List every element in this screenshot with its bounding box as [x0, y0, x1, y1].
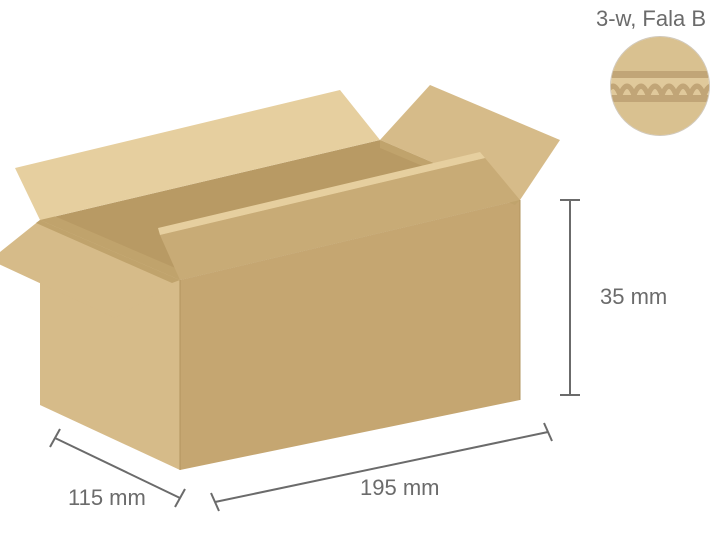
width-label: 115 mm [68, 485, 146, 511]
flute-sample [610, 36, 710, 136]
length-label: 195 mm [360, 475, 439, 501]
height-label: 35 mm [600, 284, 667, 310]
flute-sample-svg [611, 37, 710, 136]
dim-tick [50, 429, 60, 447]
dim-tick [175, 489, 185, 507]
flute-type-label: 3-w, Fala B [596, 6, 706, 32]
diagram-container: 35 mm 195 mm 115 mm 3-w, Fala B [0, 0, 720, 546]
